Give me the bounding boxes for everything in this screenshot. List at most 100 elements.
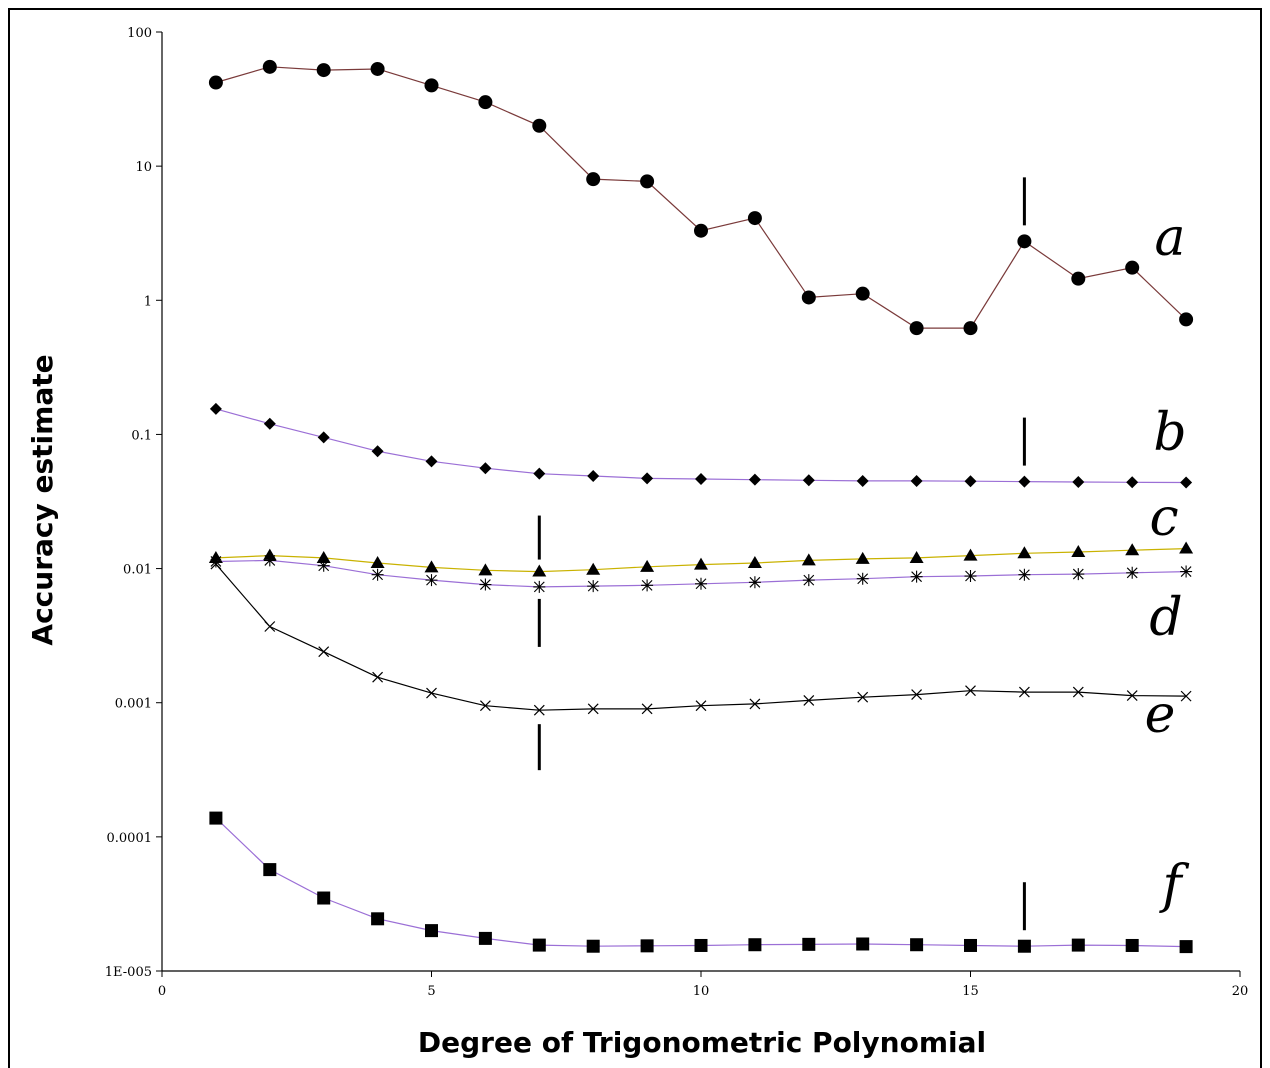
data-point-x [803, 695, 815, 706]
curve-label-f: f [1158, 855, 1189, 915]
data-point-triangle [747, 556, 762, 569]
x-axis-title: Degree of Trigonometric Polynomial [418, 1026, 986, 1059]
curve-label-a: a [1154, 208, 1185, 268]
data-point-triangle [640, 559, 655, 572]
series-line-f [215, 817, 1187, 948]
data-point-star [587, 580, 600, 593]
data-point-star [964, 570, 977, 583]
data-point-circle [1179, 312, 1194, 327]
y-tick-label: 1 [144, 294, 152, 309]
y-tick-label: 100 [127, 26, 152, 41]
data-point-square [532, 938, 546, 952]
data-point-triangle [1017, 546, 1032, 559]
data-point-circle [262, 59, 277, 74]
curve-label-d: d [1149, 588, 1182, 648]
data-point-triangle [1071, 544, 1086, 557]
data-point-star [1018, 568, 1031, 581]
data-point-circle [586, 172, 601, 187]
data-point-triangle [478, 563, 493, 576]
data-point-circle [316, 63, 331, 78]
data-point-diamond [1126, 476, 1139, 489]
data-point-x [911, 689, 923, 700]
data-point-diamond [856, 474, 869, 487]
data-point-triangle [801, 553, 816, 566]
data-point-diamond [263, 417, 276, 430]
x-tick-label: 15 [962, 984, 979, 999]
data-point-diamond [371, 445, 384, 458]
data-point-x [210, 558, 222, 570]
series-layer [208, 59, 1194, 954]
y-tick-label: 1E-005 [105, 965, 152, 980]
x-tick-label: 10 [693, 984, 710, 999]
data-point-triangle [963, 548, 978, 561]
data-point-x [1126, 690, 1138, 702]
data-point-x [1180, 690, 1192, 702]
data-point-circle [478, 95, 493, 110]
data-point-diamond [695, 473, 707, 486]
data-point-square [371, 912, 385, 926]
data-point-x [533, 704, 545, 716]
data-point-square [317, 891, 331, 905]
data-point-diamond [1072, 475, 1085, 488]
data-point-circle [855, 286, 870, 301]
vertical-markers [537, 177, 1026, 931]
data-point-square [478, 931, 492, 945]
data-point-triangle [316, 550, 331, 563]
data-point-square [1125, 938, 1139, 952]
y-tick-label: 0.001 [115, 697, 152, 712]
data-point-circle [532, 118, 547, 133]
data-point-star [695, 577, 707, 590]
y-tick-label: 0.1 [131, 428, 152, 443]
data-point-diamond [748, 473, 761, 486]
data-point-triangle [694, 557, 708, 570]
data-point-square [586, 939, 600, 953]
data-point-circle [208, 75, 223, 90]
data-point-square [802, 937, 816, 951]
data-point-star [910, 570, 923, 583]
data-point-diamond [317, 431, 330, 444]
data-point-x [318, 646, 330, 658]
data-point-square [209, 811, 223, 825]
data-point-circle [424, 78, 439, 93]
data-point-star [371, 568, 384, 581]
curve-label-e: e [1145, 685, 1176, 745]
data-point-diamond [533, 467, 546, 480]
data-point-circle [909, 321, 924, 336]
data-point-x [1072, 686, 1084, 698]
data-point-square [694, 938, 708, 952]
data-point-circle [747, 211, 762, 226]
data-point-circle [640, 174, 655, 189]
data-point-x [857, 691, 869, 703]
data-point-star [425, 574, 438, 587]
data-point-square [425, 924, 438, 938]
data-point-square [910, 938, 924, 952]
data-point-star [802, 574, 815, 587]
series-d [209, 554, 1193, 593]
data-point-diamond [641, 472, 654, 485]
data-point-triangle [532, 564, 547, 577]
y-tick-label: 10 [135, 160, 152, 175]
series-line-b [215, 408, 1187, 484]
y-tick-label: 0.0001 [107, 831, 153, 846]
series-line-a [215, 66, 1187, 329]
data-point-star [748, 576, 761, 589]
curve-label-b: b [1153, 403, 1186, 463]
data-point-star [1072, 568, 1085, 581]
data-point-star [263, 554, 276, 567]
series-f [209, 811, 1193, 954]
data-point-x [1018, 686, 1030, 698]
data-point-triangle [370, 556, 385, 569]
data-point-square [640, 939, 654, 953]
data-point-x [479, 700, 491, 712]
data-point-x [264, 621, 276, 632]
series-a [208, 59, 1194, 336]
data-point-x [965, 685, 976, 697]
data-point-triangle [909, 550, 924, 563]
data-point-star [1180, 565, 1193, 578]
data-point-circle [1125, 260, 1140, 275]
data-point-diamond [1018, 475, 1031, 488]
data-point-star [1126, 566, 1139, 579]
data-point-circle [963, 321, 978, 336]
